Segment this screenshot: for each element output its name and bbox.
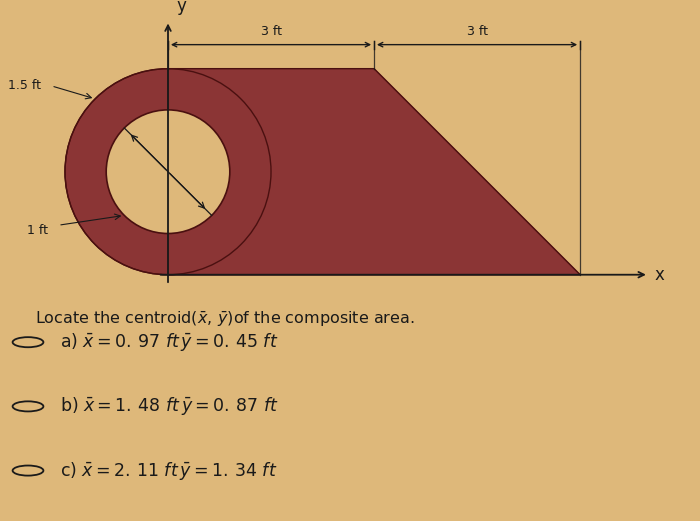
Text: 1.5 ft: 1.5 ft xyxy=(8,79,41,92)
Text: b) $\bar{x} = 1.\,48\ ft\,\bar{y} = 0.\,87\ ft$: b) $\bar{x} = 1.\,48\ ft\,\bar{y} = 0.\,… xyxy=(60,395,279,417)
Polygon shape xyxy=(168,69,580,275)
Circle shape xyxy=(65,69,271,275)
Text: a) $\bar{x} = 0.\,97\ ft\,\bar{y} = 0.\,45\ ft$: a) $\bar{x} = 0.\,97\ ft\,\bar{y} = 0.\,… xyxy=(60,331,278,353)
Text: Locate the centroid$(\bar{x},\,\bar{y})$of the composite area.: Locate the centroid$(\bar{x},\,\bar{y})$… xyxy=(35,310,414,329)
Text: c) $\bar{x} = 2.\,11\ ft\,\bar{y} = 1.\,34\ ft$: c) $\bar{x} = 2.\,11\ ft\,\bar{y} = 1.\,… xyxy=(60,460,277,481)
Text: 3 ft: 3 ft xyxy=(467,25,488,38)
Text: x: x xyxy=(654,266,664,284)
Text: 1 ft: 1 ft xyxy=(27,224,48,237)
Text: y: y xyxy=(176,0,186,15)
Circle shape xyxy=(106,110,230,233)
Text: 3 ft: 3 ft xyxy=(260,25,281,38)
